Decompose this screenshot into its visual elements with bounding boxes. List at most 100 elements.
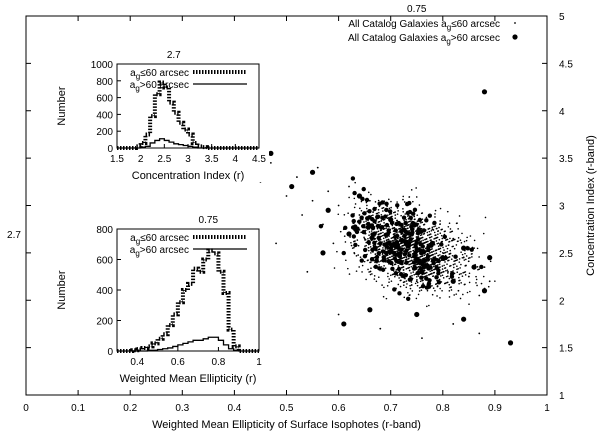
scatter-point-small xyxy=(388,219,391,222)
scatter-point-small xyxy=(465,255,468,257)
legend-label: All Catalog Galaxies ag>60 arcsec xyxy=(348,33,500,46)
scatter-point-small xyxy=(405,255,407,258)
main-scatter-plot: 0 0.1 0.2 0.3 0.4 0.5 0.6 0.7 0.8 0.9 111.522.533.… xyxy=(7,4,597,431)
scatter-point-large xyxy=(414,246,420,252)
scatter-point-small xyxy=(423,242,425,244)
scatter-point-small xyxy=(430,272,433,275)
scatter-point-small xyxy=(432,250,435,253)
scatter-point-small xyxy=(438,248,440,250)
scatter-point-small xyxy=(425,216,428,219)
scatter-point-small xyxy=(316,166,319,169)
scatter-point-small xyxy=(372,211,374,213)
scatter-point-small xyxy=(409,287,412,290)
scatter-point-small xyxy=(387,214,389,216)
scatter-point-small xyxy=(401,226,403,229)
scatter-point-small xyxy=(482,232,485,235)
scatter-point-small xyxy=(377,208,380,211)
scatter-point-small xyxy=(383,286,385,289)
scatter-point-small xyxy=(386,257,388,260)
scatter-point-large xyxy=(418,242,423,247)
scatter-point-small xyxy=(446,210,449,213)
scatter-point-small xyxy=(432,241,435,244)
scatter-point-small xyxy=(400,214,402,217)
scatter-point-small xyxy=(367,259,369,261)
scatter-point-small xyxy=(339,230,342,233)
scatter-point-small xyxy=(448,283,451,286)
x-tick-label: 0.6 xyxy=(332,403,346,414)
scatter-point-large xyxy=(487,255,493,261)
scatter-point-large xyxy=(377,241,383,246)
inset-background xyxy=(35,46,269,182)
scatter-point-small xyxy=(441,237,444,240)
y-tick-label: 1 xyxy=(559,391,565,402)
scatter-point-small xyxy=(406,224,409,227)
inset-x-tick-label: 0.4 xyxy=(130,357,144,368)
scatter-point-small xyxy=(468,272,471,275)
scatter-point-large xyxy=(469,247,474,252)
scatter-point-small xyxy=(457,289,460,292)
scatter-point-small xyxy=(403,225,405,228)
scatter-point-small xyxy=(333,267,336,269)
scatter-point-small xyxy=(378,211,380,214)
scatter-point-small xyxy=(428,243,430,245)
scatter-point-large xyxy=(380,215,385,221)
scatter-point-small xyxy=(409,275,412,278)
scatter-point-large xyxy=(465,246,470,251)
scatter-point-small xyxy=(455,222,458,225)
scatter-point-small xyxy=(448,296,451,298)
scatter-point-small xyxy=(473,267,476,269)
scatter-point-small xyxy=(396,207,399,209)
scatter-point-small xyxy=(382,247,384,249)
scatter-point-small xyxy=(460,242,463,244)
scatter-point-small xyxy=(437,233,439,236)
scatter-point-large xyxy=(481,288,488,294)
scatter-point-small xyxy=(385,236,387,239)
scatter-point-large xyxy=(425,263,431,268)
y-tick-label: 3 xyxy=(559,202,565,213)
scatter-point-large xyxy=(392,287,397,292)
scatter-point-small xyxy=(394,263,397,265)
scatter-point-small xyxy=(431,226,434,229)
scatter-point-large xyxy=(403,220,408,226)
scatter-point-small xyxy=(434,209,437,212)
scatter-point-small xyxy=(487,285,490,288)
scatter-point-small xyxy=(401,263,403,266)
scatter-point-large xyxy=(374,254,380,260)
scatter-point-large xyxy=(427,213,433,218)
scatter-point-small xyxy=(410,281,413,283)
scatter-point-small xyxy=(384,249,387,251)
inset-ellipticity-histogram: 0.4 0.6 0.8 1 0 200 400 600 800 Weighted Mean Ell… xyxy=(35,211,269,385)
scatter-point-large xyxy=(436,258,441,264)
scatter-point-large xyxy=(410,220,415,226)
scatter-point-small xyxy=(390,206,392,209)
scatter-point-small xyxy=(403,281,405,283)
scatter-point-large xyxy=(386,228,391,233)
scatter-point-small xyxy=(374,253,377,255)
scatter-point-small xyxy=(390,200,392,203)
scatter-point-small xyxy=(447,225,450,228)
scatter-point-small xyxy=(378,220,381,223)
scatter-point-small xyxy=(407,227,409,230)
scatter-point-small xyxy=(372,244,375,247)
scatter-point-small xyxy=(415,196,418,198)
y-tick-label: 5 xyxy=(559,12,565,23)
scatter-point-small xyxy=(450,279,453,282)
scatter-point-small xyxy=(427,274,430,276)
scatter-point-small xyxy=(463,240,466,243)
scatter-point-small xyxy=(445,245,447,247)
scatter-point-small xyxy=(400,233,403,235)
scatter-point-small xyxy=(437,242,440,244)
scatter-point-large xyxy=(417,260,423,266)
scatter-point-small xyxy=(494,280,496,282)
legend-marker xyxy=(512,34,518,40)
scatter-point-large xyxy=(449,274,455,279)
scatter-point-small xyxy=(394,217,397,219)
scatter-point-small xyxy=(410,189,413,191)
scatter-point-large xyxy=(376,235,381,241)
scatter-point-small xyxy=(444,282,447,285)
scatter-point-small xyxy=(448,256,451,258)
scatter-point-small xyxy=(440,271,443,274)
scatter-point-large xyxy=(424,276,429,281)
scatter-point-large xyxy=(415,236,421,242)
scatter-point-large xyxy=(355,226,360,231)
